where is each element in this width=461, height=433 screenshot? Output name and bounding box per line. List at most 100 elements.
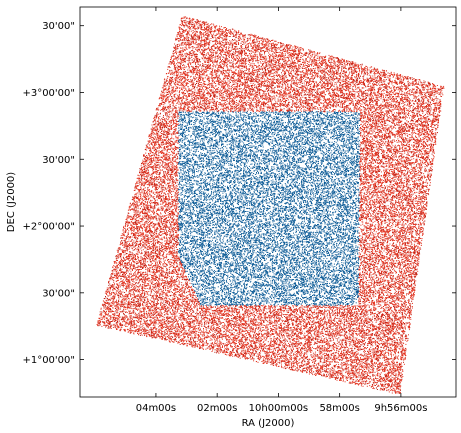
red-series-point — [161, 291, 162, 292]
red-series-point — [352, 99, 353, 100]
red-series-point — [193, 51, 194, 52]
red-series-point — [258, 309, 259, 310]
red-series-point — [193, 307, 194, 308]
red-series-point — [357, 92, 358, 93]
red-series-point — [394, 91, 395, 92]
red-series-point — [391, 225, 392, 226]
red-series-point — [286, 360, 287, 361]
red-series-point — [338, 359, 339, 360]
red-series-point — [286, 333, 287, 334]
red-series-point — [171, 295, 172, 296]
red-series-point — [347, 368, 348, 369]
red-series-point — [275, 98, 276, 99]
red-series-point — [370, 187, 371, 188]
red-series-point — [399, 373, 400, 374]
red-series-point — [323, 59, 324, 60]
red-series-point — [354, 309, 355, 310]
red-series-point — [352, 65, 353, 66]
red-series-point — [97, 325, 98, 326]
red-series-point — [379, 211, 380, 212]
red-series-point — [403, 322, 404, 323]
red-series-point — [117, 294, 118, 295]
red-series-point — [125, 228, 126, 229]
red-series-point — [159, 168, 160, 169]
red-series-point — [234, 86, 235, 87]
red-series-point — [206, 320, 207, 321]
red-series-point — [293, 366, 294, 367]
red-series-point — [372, 180, 373, 181]
red-series-point — [179, 267, 180, 268]
red-series-point — [371, 280, 372, 281]
red-series-point — [394, 298, 395, 299]
red-series-point — [398, 118, 399, 119]
red-series-point — [241, 58, 242, 59]
red-series-point — [152, 175, 153, 176]
red-series-point — [425, 168, 426, 169]
red-series-point — [305, 320, 306, 321]
red-series-point — [164, 319, 165, 320]
red-series-point — [377, 182, 378, 183]
red-series-point — [349, 309, 350, 310]
red-series-point — [226, 104, 227, 105]
red-series-point — [253, 63, 254, 64]
red-series-point — [129, 277, 130, 278]
red-series-point — [390, 207, 391, 208]
red-series-point — [432, 159, 433, 160]
red-series-point — [379, 180, 380, 181]
red-series-point — [238, 43, 239, 44]
red-series-point — [372, 268, 373, 269]
red-series-point — [357, 379, 358, 380]
red-series-point — [383, 170, 384, 171]
red-series-point — [257, 40, 258, 41]
red-series-point — [214, 62, 215, 63]
red-series-point — [296, 109, 297, 110]
red-series-point — [435, 125, 436, 126]
red-series-point — [393, 77, 394, 78]
red-series-point — [413, 293, 414, 294]
red-series-point — [432, 90, 433, 91]
red-series-point — [270, 61, 271, 62]
red-series-point — [234, 71, 235, 72]
red-series-point — [213, 53, 214, 54]
red-series-point — [376, 299, 377, 300]
red-series-point — [340, 359, 341, 360]
red-series-point — [189, 23, 190, 24]
red-series-point — [151, 302, 152, 303]
red-series-point — [283, 59, 284, 60]
red-series-point — [393, 256, 394, 257]
red-series-point — [153, 295, 154, 296]
red-series-point — [407, 93, 408, 94]
red-series-point — [111, 317, 112, 318]
red-series-point — [397, 122, 398, 123]
red-series-point — [363, 79, 364, 80]
red-series-point — [381, 242, 382, 243]
red-series-point — [167, 293, 168, 294]
red-series-point — [167, 140, 168, 141]
red-series-point — [196, 328, 197, 329]
red-series-point — [223, 54, 224, 55]
red-series-point — [168, 159, 169, 160]
red-series-point — [346, 364, 347, 365]
red-series-point — [292, 110, 293, 111]
red-series-point — [174, 148, 175, 149]
red-series-point — [396, 181, 397, 182]
red-series-point — [174, 150, 175, 151]
red-series-point — [176, 219, 177, 220]
red-series-point — [428, 99, 429, 100]
red-series-point — [316, 329, 317, 330]
red-series-point — [152, 281, 153, 282]
red-series-point — [371, 66, 372, 67]
red-series-point — [335, 375, 336, 376]
red-series-point — [364, 109, 365, 110]
red-series-point — [246, 45, 247, 46]
red-series-point — [190, 332, 191, 333]
red-series-point — [234, 80, 235, 81]
red-series-point — [128, 319, 129, 320]
red-series-point — [177, 78, 178, 79]
red-series-point — [402, 206, 403, 207]
red-series-point — [347, 99, 348, 100]
red-series-point — [282, 85, 283, 86]
red-series-point — [379, 109, 380, 110]
red-series-point — [196, 317, 197, 318]
red-series-point — [332, 326, 333, 327]
